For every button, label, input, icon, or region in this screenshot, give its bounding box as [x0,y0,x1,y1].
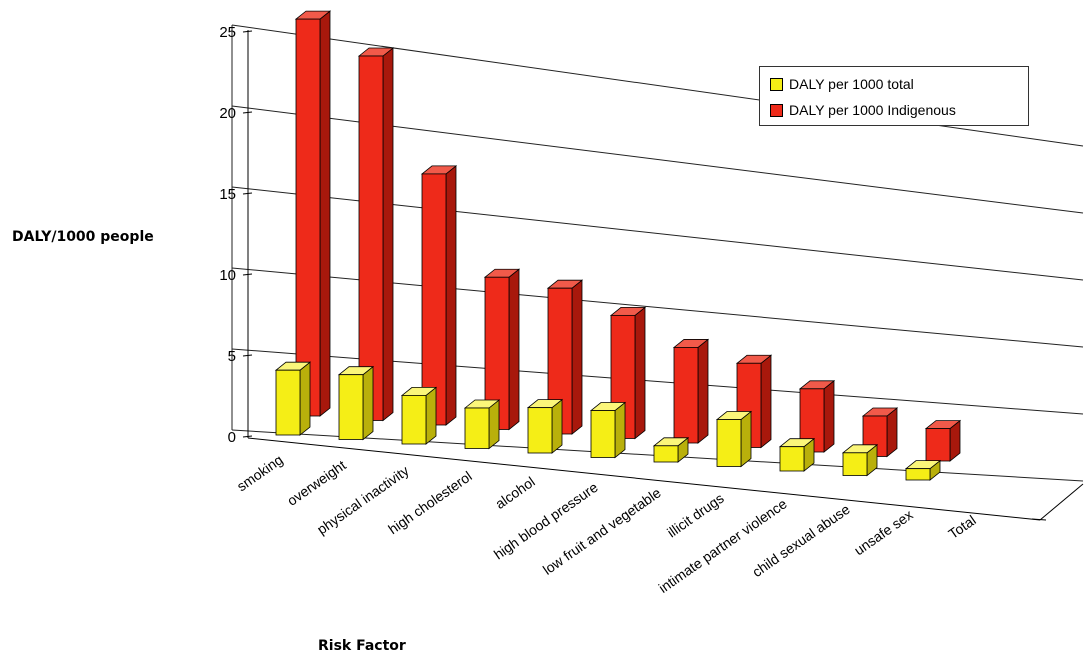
floor-tick [1031,518,1047,521]
bar-total-2 [400,386,438,445]
x-tick-label-10: unsafe sex [851,506,916,558]
x-axis-label: Risk Factor [318,638,406,654]
x-tick-label-11: Total [945,512,978,542]
y-tick-20 [242,111,253,114]
bar-total-3 [463,399,501,450]
y-axis-label: DALY/1000 people [12,229,154,245]
y-axis: 0 5 10 15 20 25 [219,24,253,446]
y-tick-label-20: 20 [219,105,236,122]
legend-item-total: DALY per 1000 total [770,75,914,93]
legend: DALY per 1000 total DALY per 1000 Indige… [759,66,1029,126]
x-tick-label-8: intimate partner violence [656,495,790,596]
bar-total-8 [778,437,816,472]
y-tick-5 [242,354,253,357]
bar-indigenous-1 [357,47,395,422]
y-tick-10 [242,273,253,276]
x-tick-label-0: smoking [234,451,286,494]
bar-indigenous-2 [420,165,458,426]
x-tick-label-1: overweight [284,457,349,509]
bar-total-1 [337,365,375,441]
y-tick-label-15: 15 [219,186,236,203]
x-tick-label-6: low fruit and vegetable [540,484,664,578]
bar-total-9 [841,443,879,477]
bars [274,10,962,481]
legend-label-indigenous: DALY per 1000 Indigenous [789,102,956,118]
floor-edge [1039,483,1084,521]
bar-total-10 [904,459,942,481]
legend-swatch-total [770,77,783,91]
bar-total-5 [589,401,627,459]
y-tick-25 [242,30,253,33]
x-tick-label-7: illicit drugs [664,490,727,541]
legend-label-total: DALY per 1000 total [789,76,914,92]
y-tick-label-0: 0 [228,429,236,446]
y-tick-15 [242,192,253,195]
y-tick-label-5: 5 [228,348,236,365]
bar-indigenous-10 [924,419,962,462]
bar-total-0 [274,361,312,436]
bar-total-6 [652,436,690,463]
legend-swatch-indigenous [770,103,783,117]
y-tick-label-25: 25 [219,24,236,41]
bar-indigenous-5 [609,306,647,440]
bar-indigenous-0 [294,10,332,417]
bar-total-7 [715,410,753,468]
x-axis-line [247,437,1041,521]
bar-indigenous-6 [672,338,710,444]
legend-item-indigenous: DALY per 1000 Indigenous [770,101,956,119]
y-tick-label-10: 10 [219,267,236,284]
x-tick-label-4: alcohol [492,473,538,512]
y-tick-0 [242,435,253,438]
bar-indigenous-9 [861,407,899,458]
bar-total-4 [526,398,564,454]
